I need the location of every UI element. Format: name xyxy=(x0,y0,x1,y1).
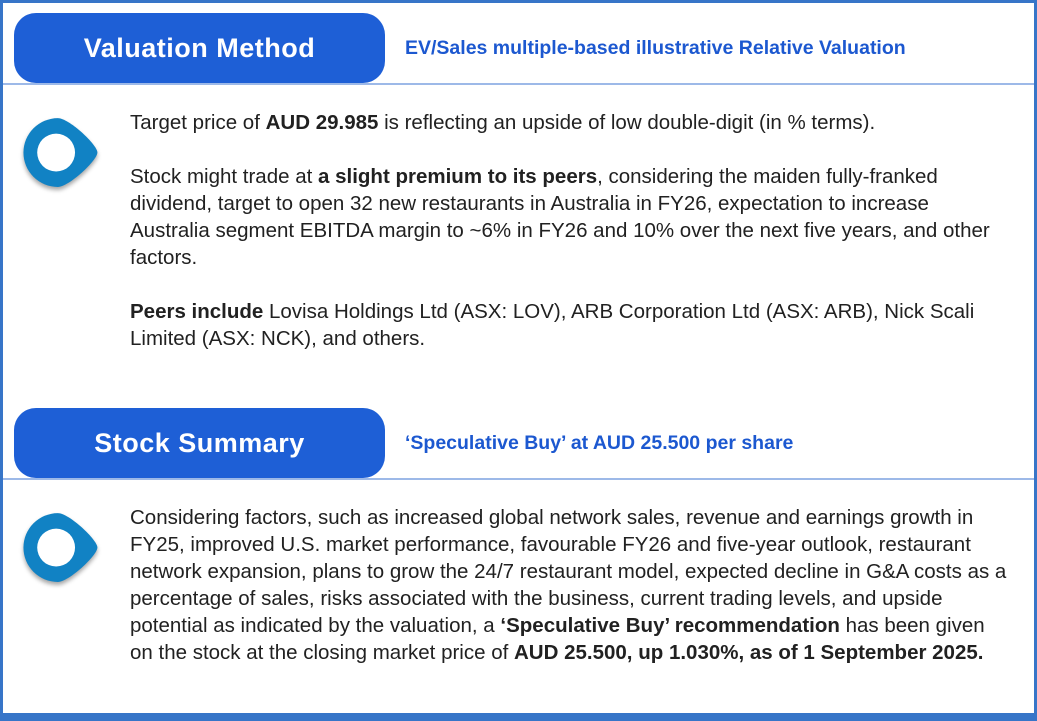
location-pin-pointer-right-icon xyxy=(23,118,98,187)
stock-summary-header: Stock Summary ‘Speculative Buy’ at AUD 2… xyxy=(3,408,1034,480)
section-subtitle: EV/Sales multiple-based illustrative Rel… xyxy=(405,36,906,59)
section-title-badge: Stock Summary xyxy=(14,408,385,478)
location-pin-pointer-right-icon xyxy=(23,513,98,582)
section-title: Valuation Method xyxy=(83,32,316,63)
section-title-badge: Valuation Method xyxy=(14,13,385,83)
section-subtitle: ‘Speculative Buy’ at AUD 25.500 per shar… xyxy=(405,431,794,454)
paragraph: Considering factors, such as increased g… xyxy=(130,506,1007,664)
valuation-method-header: Valuation Method EV/Sales multiple-based… xyxy=(3,13,1034,85)
valuation-method-body: Target price of AUD 29.985 is reflecting… xyxy=(3,85,1034,352)
stock-summary-body: Considering factors, such as increased g… xyxy=(3,480,1034,666)
section-valuation-method: Valuation Method EV/Sales multiple-based… xyxy=(3,13,1034,352)
bullet-icon-column xyxy=(3,504,130,666)
section-stock-summary: Stock Summary ‘Speculative Buy’ at AUD 2… xyxy=(3,408,1034,666)
bullet-icon-column xyxy=(3,109,130,352)
valuation-method-text: Target price of AUD 29.985 is reflecting… xyxy=(130,109,1012,352)
section-gap xyxy=(3,352,1034,398)
paragraph: Stock might trade at a slight premium to… xyxy=(130,165,990,269)
paragraph: Peers include Lovisa Holdings Ltd (ASX: … xyxy=(130,300,975,350)
stock-summary-text: Considering factors, such as increased g… xyxy=(130,504,1012,666)
paragraph: Target price of AUD 29.985 is reflecting… xyxy=(130,111,876,134)
section-title: Stock Summary xyxy=(94,427,305,458)
